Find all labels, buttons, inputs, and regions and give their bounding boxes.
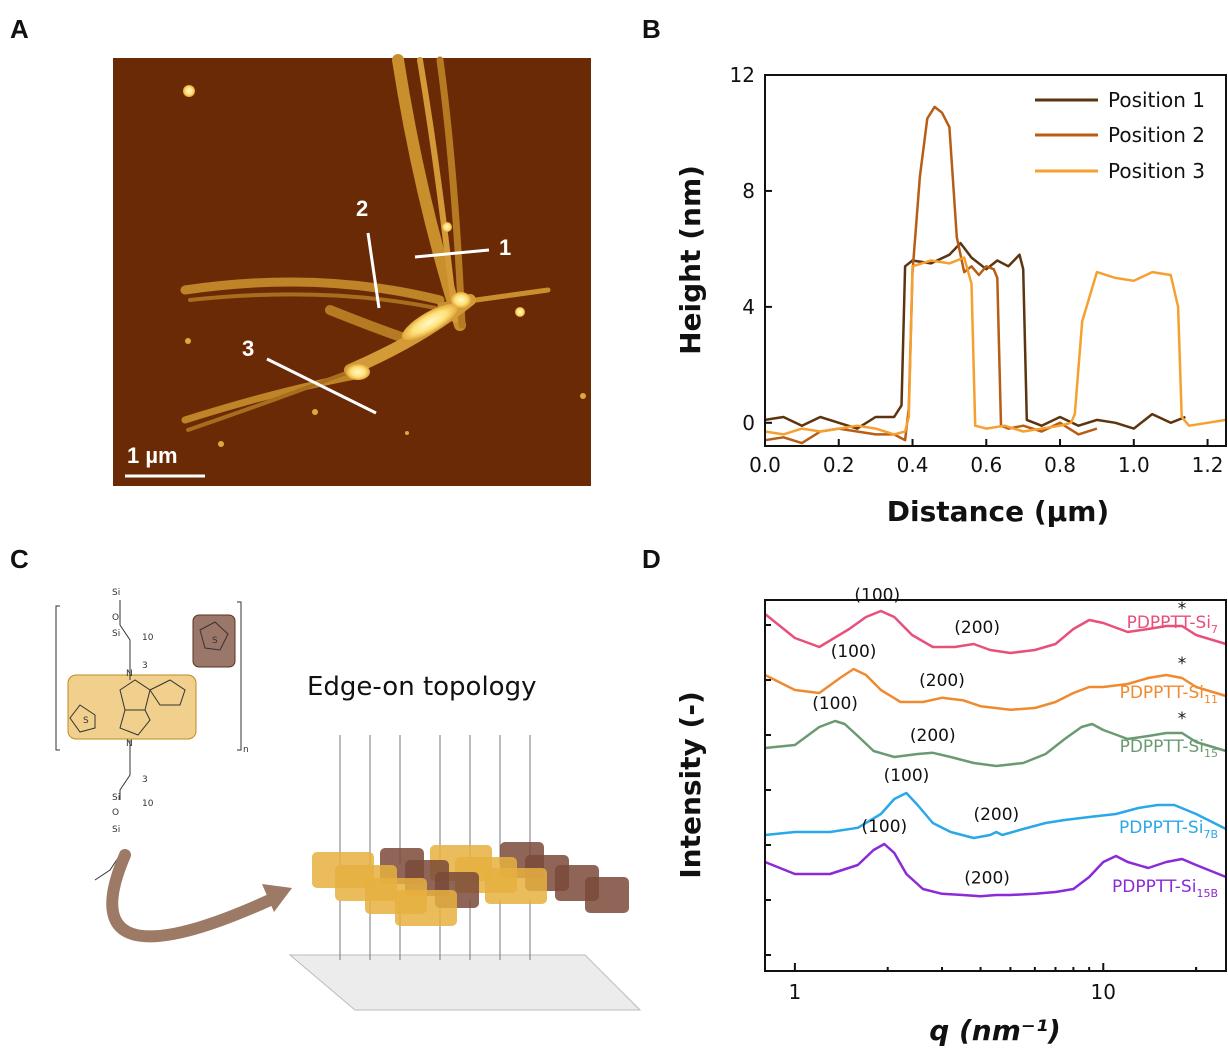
molecule-structure: [55, 600, 242, 881]
x-tick-label: 1: [789, 980, 802, 1004]
panel-letter-b: B: [642, 14, 661, 44]
series-label-3: PDPPTT-Si15: [1120, 737, 1218, 760]
mol-repeat-n: n: [243, 745, 249, 755]
afm-scalebar-label: 1 µm: [127, 443, 178, 468]
chart-b-frame: [764, 74, 1227, 447]
schematic-title: Edge-on topology: [307, 672, 536, 702]
profile-line-1: [764, 241, 1186, 430]
y-tick-label: 4: [742, 295, 755, 319]
panel-letter-a: A: [10, 14, 29, 44]
curved-arrow: [106, 849, 276, 943]
x-tick-label: 0.4: [897, 453, 929, 477]
peak-label: (200): [919, 671, 965, 691]
peak-label: (100): [812, 694, 858, 714]
mol-si-top2: Si: [112, 629, 120, 639]
mol-three-top: 3: [142, 661, 148, 671]
series-label-2: PDPPTT-Si11: [1120, 683, 1218, 706]
scattering-line-4: [764, 791, 1227, 840]
mol-ten-bottom: 10: [142, 799, 154, 809]
x-tick-label: 0.0: [749, 453, 781, 477]
chart-b-legend: Position 1 Position 2 Position 3: [1035, 88, 1205, 183]
series-label-1: PDPPTT-Si7: [1127, 613, 1218, 636]
series-label-4: PDPPTT-Si7B: [1119, 818, 1218, 841]
peak-label: (200): [954, 618, 1000, 638]
chart-d-frame: [764, 599, 1227, 972]
peak-label: (100): [861, 817, 907, 837]
scattering-line-5: [764, 842, 1227, 898]
afm-position-3: 3: [242, 336, 254, 361]
peak-label: (100): [884, 766, 930, 786]
peak-label: (200): [910, 726, 956, 746]
x-tick-label: 0.8: [1044, 453, 1076, 477]
x-tick-label: 1.0: [1118, 453, 1150, 477]
y-tick-label: 8: [742, 179, 755, 203]
peak-label: (200): [964, 869, 1010, 889]
x-tick-label: 0.2: [823, 453, 855, 477]
scattering-line-2: [764, 667, 1227, 712]
substrate: [288, 954, 642, 1011]
star-marker: *: [1178, 599, 1187, 619]
bracket-right: [237, 601, 242, 751]
molecule-labels: Si O Si 10 3 N N 3 Si O 10 Si S S n: [83, 588, 249, 835]
mol-ten-top: 10: [142, 633, 154, 643]
profile-line-3: [764, 256, 1227, 436]
chart-b-ylabel: Height (nm): [674, 165, 707, 355]
y-tick-label: 0: [742, 411, 755, 435]
mol-s-tt: S: [212, 636, 218, 646]
mol-si-bottom2: Si: [112, 825, 120, 835]
peak-label: (100): [854, 586, 900, 606]
mol-si-bottom: Si: [112, 793, 120, 803]
mol-o-top: O: [112, 613, 119, 623]
star-marker: *: [1178, 654, 1187, 674]
backbone-stack: [312, 842, 629, 926]
panel-letter-d: D: [642, 544, 661, 574]
bracket-left: [55, 605, 60, 751]
panel-letter-c: C: [10, 544, 29, 574]
arrow-head: [262, 884, 292, 912]
mol-n-top: N: [126, 669, 133, 679]
side-chains: [339, 735, 531, 960]
peak-label: (100): [831, 642, 877, 662]
star-marker: *: [1178, 709, 1187, 729]
peak-label: (200): [973, 805, 1019, 825]
legend-label-3: Position 3: [1108, 159, 1205, 183]
chart-d-xlabel: q (nm⁻¹): [929, 1014, 1061, 1047]
afm-position-2: 2: [356, 196, 368, 221]
series-label-5: PDPPTT-Si15B: [1112, 877, 1218, 900]
legend-label-1: Position 1: [1108, 88, 1205, 112]
scattering-line-1: [764, 609, 1227, 655]
mol-s-left: S: [83, 716, 89, 726]
afm-position-1: 1: [499, 235, 511, 260]
mol-o-bottom: O: [112, 808, 119, 818]
mol-si-top: Si: [112, 588, 120, 598]
x-tick-label: 10: [1091, 980, 1116, 1004]
dpp-unit-highlight: [67, 674, 197, 740]
y-tick-label: 12: [730, 63, 755, 87]
mol-three-bottom: 3: [142, 775, 148, 785]
mol-n-bottom: N: [126, 739, 133, 749]
chart-b-xlabel: Distance (µm): [887, 495, 1109, 528]
x-tick-label: 1.2: [1192, 453, 1224, 477]
x-tick-label: 0.6: [970, 453, 1002, 477]
scattering-line-3: [764, 719, 1227, 768]
chart-d-ylabel: Intensity (-): [674, 691, 707, 879]
legend-label-2: Position 2: [1108, 123, 1205, 147]
